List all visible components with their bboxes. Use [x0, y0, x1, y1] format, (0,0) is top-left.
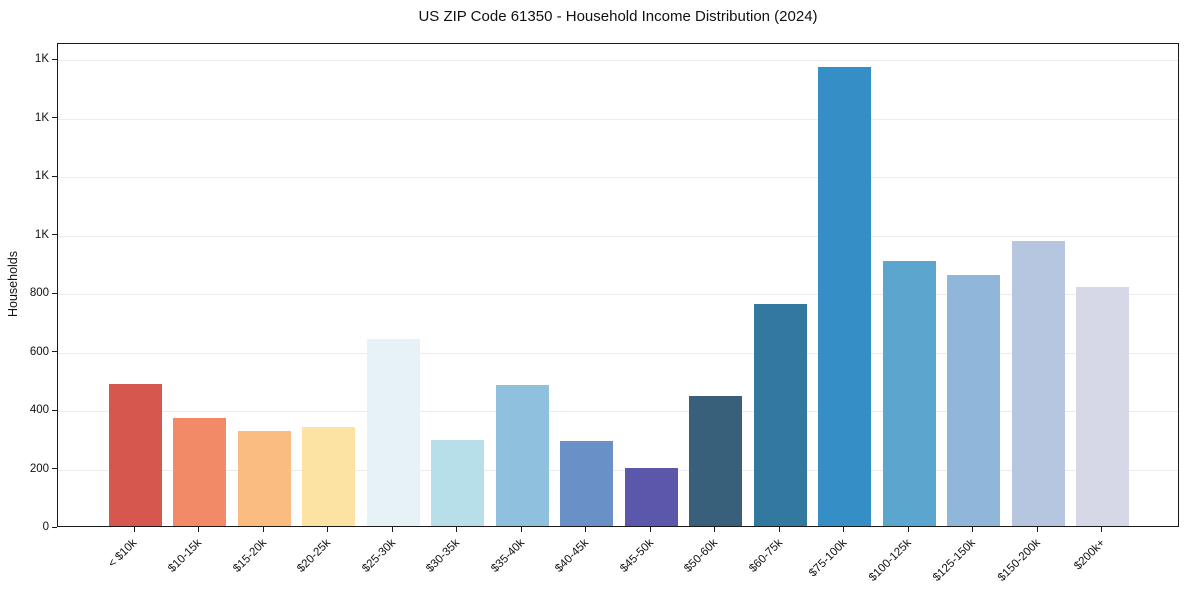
gridline	[58, 352, 1178, 354]
x-tick-label: $35-40k	[488, 537, 527, 575]
y-tick-label: 400	[29, 404, 49, 417]
y-tick-label: 1K	[34, 228, 49, 241]
bar-15-20k	[237, 430, 291, 526]
y-tick-mark	[52, 117, 57, 119]
x-tick-mark	[133, 527, 135, 532]
gridline	[58, 60, 1178, 62]
x-tick-mark	[778, 527, 780, 532]
x-tick-mark	[456, 527, 458, 532]
x-tick-label: $75-100k	[806, 537, 850, 580]
y-tick-mark	[52, 234, 57, 236]
y-tick-mark	[52, 468, 57, 470]
y-tick-label: 800	[29, 287, 49, 300]
gridline	[58, 118, 1178, 120]
x-tick-mark	[714, 527, 716, 532]
x-tick-mark	[198, 527, 200, 532]
gridline	[58, 235, 1178, 237]
x-tick-label: $150-200k	[995, 537, 1043, 584]
x-tick-label: $45-50k	[617, 537, 656, 575]
y-tick-mark	[52, 409, 57, 411]
bar-125-150k	[947, 275, 1001, 526]
x-tick-mark	[1101, 527, 1103, 532]
bar-100-125k	[882, 261, 936, 526]
gridline	[58, 411, 1178, 413]
bar-35-40k	[495, 384, 549, 526]
y-tick-label: 1K	[34, 170, 49, 183]
bar-45-50k	[624, 467, 678, 526]
x-tick-label: $200k+	[1071, 537, 1108, 573]
x-tick-mark	[649, 527, 651, 532]
x-tick-label: < $10k	[106, 537, 140, 571]
bar-10k	[108, 384, 162, 526]
x-tick-label: $30-35k	[424, 537, 463, 575]
gridline	[58, 177, 1178, 179]
y-tick-label: 200	[29, 462, 49, 475]
gridline	[58, 469, 1178, 471]
x-tick-mark	[907, 527, 909, 532]
bar-10-15k	[173, 417, 227, 526]
gridline	[58, 294, 1178, 296]
y-tick-label: 0	[42, 521, 49, 533]
x-tick-label: $40-45k	[553, 537, 592, 575]
x-tick-label: $60-75k	[746, 537, 785, 575]
x-tick-mark	[585, 527, 587, 532]
bar-30-35k	[431, 439, 485, 526]
bar-150-200k	[1011, 240, 1065, 526]
x-tick-label: $15-20k	[230, 537, 269, 575]
x-tick-mark	[843, 527, 845, 532]
x-tick-mark	[972, 527, 974, 532]
x-tick-label: $100-125k	[866, 537, 914, 584]
x-tick-label: $25-30k	[359, 537, 398, 575]
bar-75-100k	[818, 66, 872, 526]
y-tick-label: 1K	[34, 53, 49, 66]
x-tick-label: $125-150k	[931, 537, 979, 584]
x-tick-label: $10-15k	[166, 537, 205, 575]
bar-50-60k	[689, 395, 743, 526]
x-tick-label: $50-60k	[682, 537, 721, 575]
x-tick-mark	[1036, 527, 1038, 532]
x-tick-label: $20-25k	[295, 537, 334, 575]
y-axis-label: Households	[6, 251, 20, 318]
y-tick-mark	[52, 351, 57, 353]
x-tick-mark	[262, 527, 264, 532]
bar-40-45k	[560, 441, 614, 526]
x-tick-mark	[520, 527, 522, 532]
y-tick-mark	[52, 526, 57, 528]
y-tick-mark	[52, 292, 57, 294]
x-tick-mark	[327, 527, 329, 532]
plot-area	[57, 43, 1179, 527]
y-tick-mark	[52, 175, 57, 177]
bar-25-30k	[366, 338, 420, 526]
bar-200k	[1076, 286, 1130, 526]
y-tick-label: 600	[29, 345, 49, 358]
bar-20-25k	[302, 426, 356, 526]
y-tick-mark	[52, 58, 57, 60]
chart-title: US ZIP Code 61350 - Household Income Dis…	[418, 8, 818, 25]
bar-60-75k	[753, 303, 807, 526]
x-tick-mark	[391, 527, 393, 532]
y-tick-label: 1K	[34, 111, 49, 124]
